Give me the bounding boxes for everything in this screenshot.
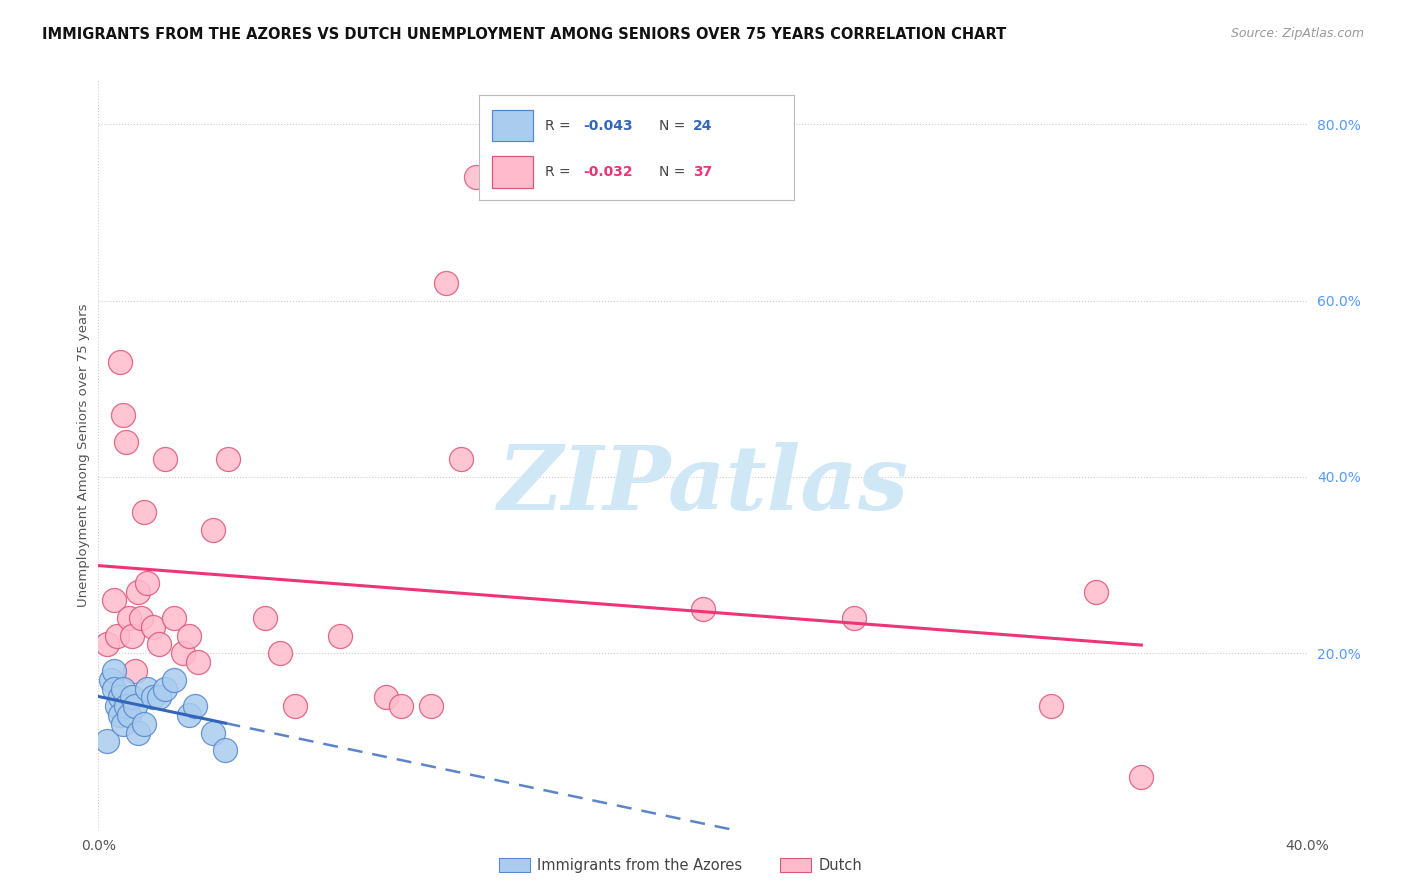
- Point: [127, 584, 149, 599]
- Point: [135, 575, 157, 590]
- Point: [153, 452, 176, 467]
- Point: [132, 505, 155, 519]
- Point: [184, 699, 207, 714]
- Point: [389, 699, 412, 714]
- Point: [142, 620, 165, 634]
- Point: [124, 664, 146, 678]
- Text: ZIPatlas: ZIPatlas: [498, 442, 908, 528]
- Point: [434, 276, 457, 290]
- Point: [420, 699, 443, 714]
- Point: [114, 699, 136, 714]
- Point: [111, 409, 134, 423]
- Point: [1130, 770, 1153, 784]
- Point: [172, 646, 194, 660]
- Point: [129, 611, 152, 625]
- Point: [103, 664, 125, 678]
- Text: IMMIGRANTS FROM THE AZORES VS DUTCH UNEMPLOYMENT AMONG SENIORS OVER 75 YEARS COR: IMMIGRANTS FROM THE AZORES VS DUTCH UNEM…: [42, 27, 1007, 42]
- Point: [153, 681, 176, 696]
- Point: [217, 452, 239, 467]
- Point: [132, 716, 155, 731]
- Point: [96, 637, 118, 651]
- Point: [135, 681, 157, 696]
- Point: [1039, 699, 1062, 714]
- Point: [108, 690, 131, 705]
- Point: [465, 170, 488, 185]
- Text: Dutch: Dutch: [818, 858, 862, 872]
- Point: [148, 690, 170, 705]
- Point: [121, 690, 143, 705]
- Point: [124, 699, 146, 714]
- Point: [96, 734, 118, 748]
- Point: [108, 708, 131, 723]
- Point: [202, 725, 225, 739]
- Point: [269, 646, 291, 660]
- Point: [179, 629, 201, 643]
- Point: [118, 611, 141, 625]
- Text: Source: ZipAtlas.com: Source: ZipAtlas.com: [1230, 27, 1364, 40]
- Point: [692, 602, 714, 616]
- Point: [214, 743, 236, 757]
- Point: [108, 355, 131, 369]
- Point: [163, 673, 186, 687]
- Point: [127, 725, 149, 739]
- Point: [253, 611, 276, 625]
- Y-axis label: Unemployment Among Seniors over 75 years: Unemployment Among Seniors over 75 years: [77, 303, 90, 607]
- Point: [103, 593, 125, 607]
- Point: [103, 681, 125, 696]
- Point: [187, 655, 209, 669]
- Point: [105, 629, 128, 643]
- Point: [111, 716, 134, 731]
- Point: [105, 699, 128, 714]
- Point: [118, 708, 141, 723]
- Point: [1085, 584, 1108, 599]
- Point: [284, 699, 307, 714]
- Point: [450, 452, 472, 467]
- Point: [329, 629, 352, 643]
- Point: [121, 629, 143, 643]
- Point: [100, 673, 122, 687]
- Text: Immigrants from the Azores: Immigrants from the Azores: [537, 858, 742, 872]
- Point: [114, 434, 136, 449]
- Point: [374, 690, 396, 705]
- Point: [163, 611, 186, 625]
- Point: [179, 708, 201, 723]
- Point: [202, 523, 225, 537]
- Point: [111, 681, 134, 696]
- Point: [844, 611, 866, 625]
- Point: [148, 637, 170, 651]
- Point: [142, 690, 165, 705]
